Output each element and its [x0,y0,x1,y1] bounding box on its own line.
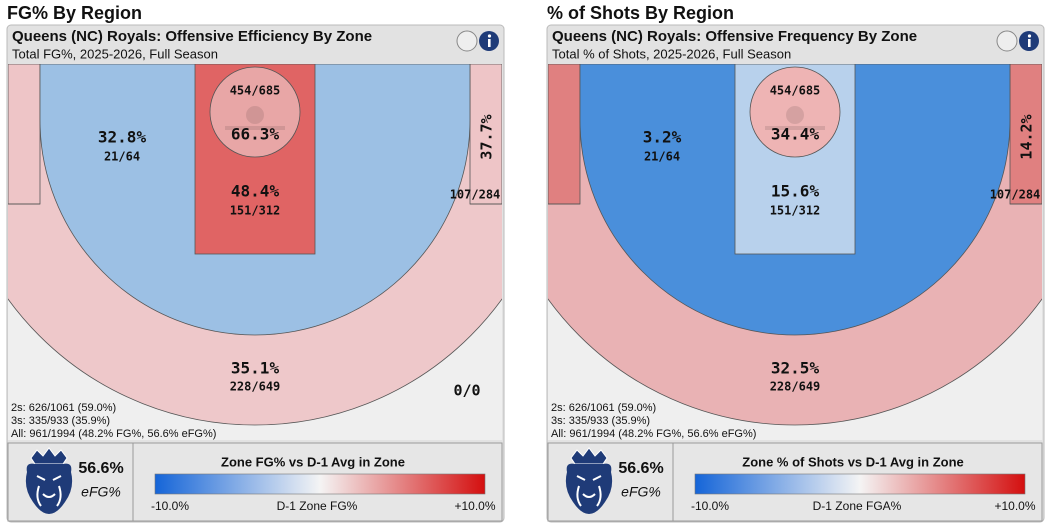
team-logo [25,447,73,514]
zone-corner-right [469,64,502,205]
section-heading: FG% By Region [7,3,142,23]
summary-line: 2s: 626/1061 (59.0%) [11,402,116,414]
panel-subtitle: Total FG%, 2025-2026, Full Season [12,46,218,61]
logo-crown [30,447,68,465]
panel: % of Shots By Region Queens (NC) Royals: … [546,3,1045,523]
midrange-made: 21/64 [104,150,140,164]
legend-title: Zone % of Shots vs D-1 Avg in Zone [742,454,964,469]
legend-min: -10.0% [151,499,189,513]
zone-corner-right [1009,64,1042,205]
efg-label: eFG% [621,484,661,500]
toggle-icon[interactable] [456,30,478,52]
midrange-made: 21/64 [644,150,680,164]
hoop [246,106,264,124]
panel-title: Queens (NC) Royals: Offensive Frequency … [552,28,917,45]
arc3-made: 228/649 [770,380,821,394]
legend-max: +10.0% [454,499,495,513]
paint-made: 151/312 [230,204,281,218]
toggle-icon[interactable] [996,30,1018,52]
rim-made: 454/685 [770,84,821,98]
zone-corner-left [8,64,41,205]
legend-title: Zone FG% vs D-1 Avg in Zone [221,454,405,469]
paint-pct: 15.6% [771,182,820,201]
long-made: 0/0 [453,382,480,400]
info-bar [488,39,491,47]
midrange-pct: 32.8% [98,128,147,147]
rim-made: 454/685 [230,84,281,98]
logo-crown [570,447,608,465]
efg-value: 56.6% [618,460,663,477]
zone-corner-left [548,64,581,205]
logo-face [576,475,602,507]
arc3-pct: 32.5% [771,359,820,378]
team-logo [565,447,613,514]
info-bar [1028,39,1031,47]
court: 32.8% 21/64 454/685 66.3% 48.4% 151/312 37.7% 1… [8,64,502,440]
summary-line: 3s: 335/933 (35.9%) [551,415,650,427]
midrange-pct: 3.2% [643,128,682,147]
court: 3.2% 21/64 454/685 34.4% 15.6% 151/312 14.2% 10… [548,64,1042,440]
efg-value: 56.6% [78,460,123,477]
summary-line: All: 961/1994 (48.2% FG%, 56.6% eFG%) [11,428,216,440]
info-icon[interactable] [1019,31,1039,51]
corner-right-made: 107/284 [450,188,501,202]
corner-right-made: 107/284 [990,188,1041,202]
paint-pct: 48.4% [231,182,280,201]
panel-subtitle: Total % of Shots, 2025-2026, Full Season [552,46,791,61]
summary-line: 3s: 335/933 (35.9%) [11,415,110,427]
arc3-made: 228/649 [230,380,281,394]
info-icon[interactable] [479,31,499,51]
legend-gradient [694,473,1026,495]
legend-gradient [154,473,486,495]
legend-max: +10.0% [994,499,1035,513]
summary-line: 2s: 626/1061 (59.0%) [551,402,656,414]
summary-line: All: 961/1994 (48.2% FG%, 56.6% eFG%) [551,428,756,440]
section-heading: % of Shots By Region [547,3,734,23]
zone-rim [209,66,301,158]
legend-axis: D-1 Zone FGA% [813,499,902,513]
zone-rim [749,66,841,158]
logo-face [36,475,62,507]
panel: FG% By Region Queens (NC) Royals: Offensi… [6,3,505,523]
panel-title: Queens (NC) Royals: Offensive Efficiency… [12,28,372,45]
paint-made: 151/312 [770,204,821,218]
backboard [225,126,285,130]
rim-pct: 34.4% [771,125,820,144]
legend-axis: D-1 Zone FG% [277,499,358,513]
efg-label: eFG% [81,484,121,500]
hoop [786,106,804,124]
info-dot [487,34,492,38]
corner-right-pct: 37.7% [478,114,496,159]
info-dot [1027,34,1032,38]
legend-min: -10.0% [691,499,729,513]
corner-right-pct: 14.2% [1018,114,1036,159]
backboard [765,126,825,130]
rim-pct: 66.3% [231,125,280,144]
arc3-pct: 35.1% [231,359,280,378]
